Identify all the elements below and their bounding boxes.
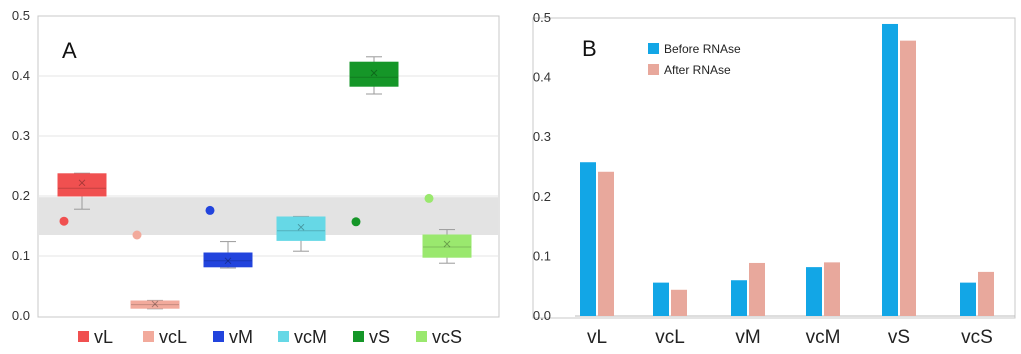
mean-marker bbox=[78, 179, 86, 187]
y-tick-label: 0.2 bbox=[533, 189, 551, 204]
y-tick-label: 0.5 bbox=[533, 10, 551, 25]
box-vL bbox=[57, 172, 107, 226]
y-tick-label: 0.2 bbox=[12, 188, 30, 203]
box-vcS bbox=[422, 193, 472, 264]
x-tick-label: vS bbox=[888, 327, 910, 348]
legend-swatch bbox=[416, 331, 427, 342]
legend: vL vcL vM vcM vS vcS bbox=[78, 327, 462, 347]
x-tick-label: vcS bbox=[961, 327, 993, 348]
bar bbox=[900, 40, 916, 316]
box-body bbox=[130, 300, 180, 309]
legend-item-vL: vL bbox=[78, 327, 113, 347]
panel-a-border bbox=[37, 15, 500, 318]
series-before-rnase bbox=[580, 23, 976, 317]
box-body bbox=[349, 61, 399, 87]
outlier-point bbox=[278, 217, 288, 227]
box-body bbox=[203, 252, 253, 268]
bar bbox=[653, 282, 669, 316]
legend-swatch bbox=[278, 331, 289, 342]
legend-item-vcM: vcM bbox=[278, 327, 327, 347]
legend-item-after-rnase: After RNAse bbox=[648, 63, 731, 77]
panel-label-a: A bbox=[62, 38, 77, 63]
panel-b-bar-chart: 0.0 0.1 0.2 0.3 0.4 0.5 vL vcL vM vcM vS vcS B Bef… bbox=[532, 10, 1016, 348]
legend-item-vcL: vcL bbox=[143, 327, 187, 347]
gridlines bbox=[39, 75, 498, 257]
box-vcL bbox=[130, 230, 180, 310]
x-axis-tick-labels: vL vcL vM vcM vS vcS bbox=[587, 327, 993, 348]
y-tick-label: 0.0 bbox=[533, 308, 551, 323]
bar bbox=[731, 280, 747, 316]
box-series bbox=[57, 56, 472, 310]
bar bbox=[749, 262, 765, 316]
outlier-point bbox=[59, 216, 69, 226]
y-tick-label: 0.1 bbox=[12, 248, 30, 263]
legend-label: After RNAse bbox=[664, 63, 731, 77]
legend-swatch bbox=[648, 43, 659, 54]
x-tick-label: vM bbox=[735, 327, 760, 348]
x-tick-label: vcL bbox=[655, 327, 685, 348]
legend-item-before-rnase: Before RNAse bbox=[648, 42, 741, 56]
y-tick-label: 0.0 bbox=[12, 308, 30, 323]
legend-label: vcM bbox=[294, 327, 327, 347]
legend-item-vcS: vcS bbox=[416, 327, 462, 347]
legend-item-vM: vM bbox=[213, 327, 253, 347]
bar bbox=[671, 289, 687, 316]
bar bbox=[978, 271, 994, 316]
box-vS bbox=[349, 56, 399, 227]
legend-label: vL bbox=[94, 327, 113, 347]
y-tick-label: 0.3 bbox=[12, 128, 30, 143]
mean-marker bbox=[443, 240, 451, 248]
reference-band bbox=[39, 197, 498, 235]
bar bbox=[580, 162, 596, 316]
legend-swatch bbox=[648, 64, 659, 75]
bar bbox=[960, 282, 976, 316]
outlier-point bbox=[205, 205, 215, 215]
bar bbox=[598, 171, 614, 316]
bar bbox=[824, 262, 840, 316]
panel-a-box-plot: 0.0 0.1 0.2 0.3 0.4 0.5 A vL vcL vM vcM vS vcS bbox=[12, 8, 500, 347]
box-body bbox=[276, 216, 326, 241]
outlier-point bbox=[351, 217, 361, 227]
legend-swatch bbox=[78, 331, 89, 342]
y-tick-label: 0.4 bbox=[12, 68, 30, 83]
box-body bbox=[422, 234, 472, 258]
legend-label: Before RNAse bbox=[664, 42, 741, 56]
mean-marker bbox=[370, 69, 378, 77]
outlier-point bbox=[424, 193, 434, 203]
legend-label: vcL bbox=[159, 327, 187, 347]
y-tick-label: 0.3 bbox=[533, 129, 551, 144]
legend-swatch bbox=[213, 331, 224, 342]
shaded-band bbox=[39, 197, 498, 235]
bar bbox=[806, 267, 822, 316]
legend-label: vM bbox=[229, 327, 253, 347]
box-vM bbox=[203, 205, 253, 269]
y-axis-ticks: 0.0 0.1 0.2 0.3 0.4 0.5 bbox=[12, 8, 30, 323]
legend-swatch bbox=[353, 331, 364, 342]
panel-label-b: B bbox=[582, 36, 597, 61]
mean-marker bbox=[297, 223, 305, 231]
x-tick-label: vL bbox=[587, 327, 607, 348]
series-after-rnase bbox=[598, 40, 994, 316]
bar-series bbox=[580, 23, 994, 317]
legend: Before RNAse After RNAse bbox=[648, 42, 741, 77]
y-tick-label: 0.1 bbox=[533, 248, 551, 263]
legend-label: vcS bbox=[432, 327, 462, 347]
y-tick-label: 0.4 bbox=[533, 70, 551, 85]
y-axis-ticks: 0.0 0.1 0.2 0.3 0.4 0.5 bbox=[533, 10, 551, 323]
outlier-point bbox=[132, 230, 142, 240]
box-vcM bbox=[276, 215, 326, 252]
y-tick-label: 0.5 bbox=[12, 8, 30, 23]
mean-marker bbox=[224, 257, 232, 265]
legend-item-vS: vS bbox=[353, 327, 390, 347]
legend-label: vS bbox=[369, 327, 390, 347]
x-tick-label: vcM bbox=[806, 327, 841, 348]
legend-swatch bbox=[143, 331, 154, 342]
mean-marker bbox=[151, 300, 159, 308]
bar bbox=[882, 23, 898, 317]
box-body bbox=[57, 173, 107, 197]
